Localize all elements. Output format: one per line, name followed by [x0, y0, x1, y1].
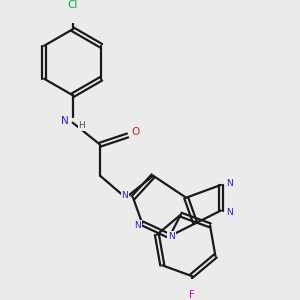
- Text: O: O: [132, 127, 140, 137]
- Text: N: N: [226, 208, 232, 217]
- Text: S: S: [122, 192, 128, 202]
- Text: N: N: [226, 178, 232, 188]
- Text: F: F: [189, 290, 194, 300]
- Text: Cl: Cl: [68, 0, 78, 10]
- Text: N: N: [134, 221, 141, 230]
- Text: H: H: [78, 121, 85, 130]
- Text: N: N: [168, 232, 175, 241]
- Text: N: N: [122, 191, 128, 200]
- Text: N: N: [61, 116, 69, 126]
